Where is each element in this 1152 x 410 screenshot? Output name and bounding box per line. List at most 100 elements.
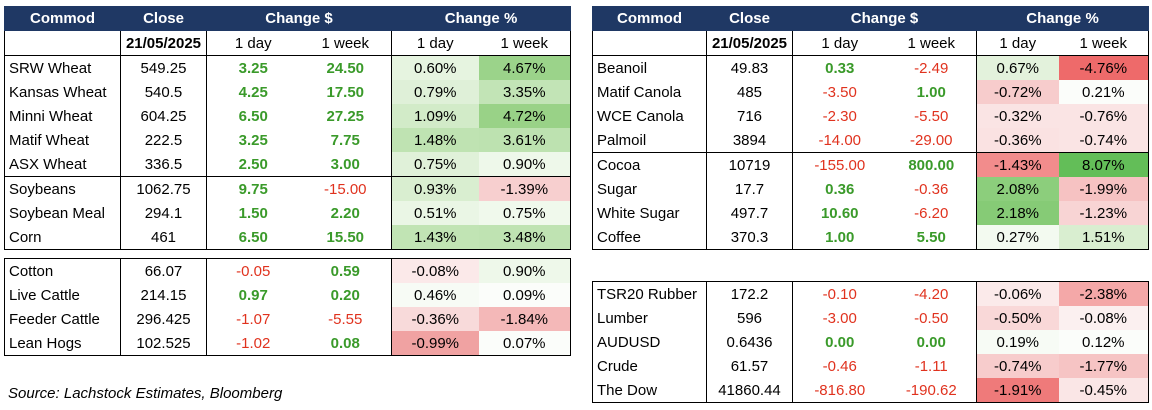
change-1week: 5.50 [886,225,977,250]
close-value: 172.2 [706,281,793,306]
change-1day: 3.25 [206,128,300,152]
change-1day: -3.50 [792,80,887,104]
change-1week: -4.20 [886,281,977,306]
table-row: TSR20 Rubber 172.2 -0.10 -4.20 -0.06% -2.38% [592,281,1149,306]
change-1week: 0.20 [330,286,360,304]
change-pct-1week: 0.90% [478,152,572,177]
change-1week: -190.62 [886,378,977,403]
change-1day: 6.50 [206,225,300,250]
commodity-name: Lean Hogs [4,331,121,356]
oilseeds-softs-table: Commod Close Change $ Change % 21/05/2025 1 d… [592,6,1150,250]
change-1week: -15.00 [299,176,392,201]
commodity-name: White Sugar [592,201,707,225]
commodity-name: Cocoa [592,152,707,177]
change-pct-1day: 0.67% [976,55,1059,80]
subheader-day-abs: 1 day [792,30,887,56]
commodity-name: SRW Wheat [4,55,121,80]
header-commod: Commod [4,6,121,31]
close-value: 294.1 [120,201,207,225]
change-pct-1day: 0.19% [976,330,1059,354]
change-1day: -3.00 [792,306,887,330]
subheader-row: 21/05/2025 1 day 1 week 1 day 1 week [4,30,572,56]
change-pct-1week: 4.67% [478,55,572,80]
change-pct-1week: -0.74% [1058,128,1150,153]
header-close: Close [706,6,793,31]
close-value: 296.425 [120,307,207,331]
change-pct-1week: 3.35% [478,80,572,104]
change-pct-1day: -0.74% [976,354,1059,378]
close-value: 3894 [706,128,793,153]
change-pct-1day: -0.08% [391,258,479,283]
change-1week: -5.55 [328,310,363,328]
close-value: 41860.44 [706,378,793,403]
commodity-name: Matif Wheat [4,128,121,152]
table-row: Soybean Meal 294.1 1.50 2.20 0.51% 0.75% [4,201,572,225]
subheader-day-pct: 1 day [976,30,1059,56]
change-pct-1week: -4.76% [1058,55,1150,80]
change-pct-1day: 0.46% [391,283,479,307]
change-1day: 10.60 [792,201,887,225]
header-row: Commod Close Change $ Change % [592,6,1150,31]
change-1week: 17.50 [326,83,365,101]
change-1week: 0.08 [299,331,392,356]
header-change-pct: Change % [976,6,1150,31]
change-1week: 0.59 [299,258,392,283]
change-1day: 0.36 [792,177,887,201]
change-1day: -14.00 [792,128,887,153]
change-pct-1day: 0.79% [391,80,479,104]
table-row: Palmoil 3894 -14.00 -29.00 -0.36% -0.74% [592,128,1150,153]
change-pct-1week: -1.77% [1058,354,1149,378]
change-1day: 2.50 [206,152,300,177]
subheader-week-pct: 1 week [1058,30,1150,56]
change-1week: -2.49 [886,55,977,80]
header-change-abs: Change $ [205,6,393,31]
change-1week: -6.20 [914,204,949,222]
commodity-name: Beanoil [592,55,707,80]
change-pct-1day: -0.32% [976,104,1059,128]
change-pct-1week: -0.76% [1058,104,1150,128]
table-row: Cocoa 10719 -155.00 800.00 -1.43% 8.07% [592,152,1150,177]
close-value: 549.25 [120,55,207,80]
change-pct-1day: -0.06% [976,281,1059,306]
change-1day: -1.07 [206,307,300,331]
table-row: Crude 61.57 -0.46 -1.11 -0.74% -1.77% [592,354,1149,378]
change-pct-1day: -1.43% [976,152,1059,177]
change-pct-1day: 0.75% [391,152,479,177]
change-pct-1day: -0.72% [976,80,1059,104]
header-change-abs: Change $ [791,6,978,31]
change-1week: 0.00 [916,333,946,351]
subheader-date: 21/05/2025 [120,30,207,56]
change-pct-1week: -1.39% [478,176,572,201]
change-1day: -2.30 [792,104,887,128]
subheader-blank [592,30,707,56]
change-1day: 1.00 [792,225,887,250]
change-pct-1day: 1.48% [391,128,479,152]
source-note: Source: Lachstock Estimates, Bloomberg [8,385,283,402]
close-value: 461 [120,225,207,250]
commodity-name: Palmoil [592,128,707,153]
change-1week: -0.50 [914,309,949,327]
close-value: 716 [706,104,793,128]
commodity-name: The Dow [592,378,707,403]
table-row: Soybeans 1062.75 9.75 -15.00 0.93% -1.39% [4,176,572,201]
change-1week: 24.50 [299,55,392,80]
change-1week: -29.00 [886,128,977,153]
subheader-blank [4,30,121,56]
commodity-name: Matif Canola [592,80,707,104]
change-1week: -1.11 [914,357,948,375]
change-pct-1day: -0.36% [976,128,1059,153]
table-row: Minni Wheat 604.25 6.50 27.25 1.09% 4.72% [4,104,572,128]
change-1day: -0.05 [206,258,300,283]
commodity-name: Lumber [592,306,707,330]
change-pct-1day: 0.93% [391,176,479,201]
close-value: 49.83 [706,55,793,80]
change-1week: 3.00 [299,152,392,177]
change-1day: -155.00 [792,152,887,177]
subheader-day-pct: 1 day [391,30,479,56]
softs-livestock-table: Cotton 66.07 -0.05 0.59 -0.08% 0.90% Live Catt… [4,258,571,356]
table-row: Sugar 17.7 0.36 -0.36 2.08% -1.99% [592,177,1150,201]
change-1day: 3.25 [206,55,300,80]
change-pct-1day: 0.51% [391,201,479,225]
close-value: 336.5 [120,152,207,177]
table-row: Matif Wheat 222.5 3.25 7.75 1.48% 3.61% [4,128,572,152]
